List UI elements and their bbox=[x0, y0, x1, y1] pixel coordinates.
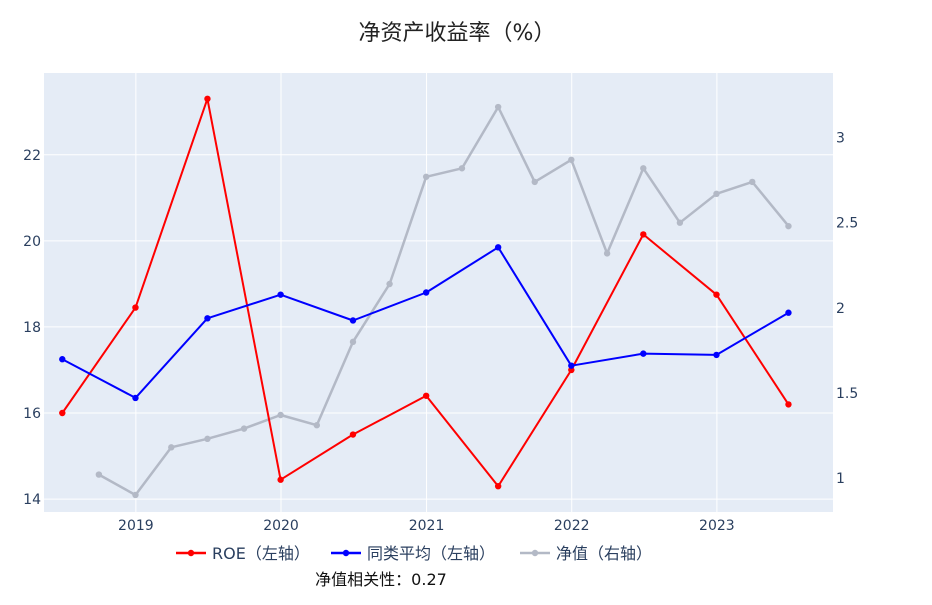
data-point bbox=[676, 219, 684, 226]
data-point bbox=[568, 362, 575, 369]
data-point bbox=[132, 394, 139, 402]
data-point bbox=[240, 425, 248, 432]
data-point bbox=[494, 244, 502, 251]
data-point bbox=[640, 165, 647, 172]
data-point bbox=[749, 178, 756, 186]
data-point bbox=[458, 165, 466, 172]
legend-item[interactable]: 同类平均（左轴） bbox=[331, 544, 495, 563]
data-point bbox=[640, 231, 647, 238]
legend-swatch-marker bbox=[342, 549, 350, 557]
data-point bbox=[204, 95, 211, 103]
data-point bbox=[168, 444, 175, 451]
y-left-tick-label: 16 bbox=[23, 406, 41, 422]
x-tick-label: 2021 bbox=[409, 518, 445, 534]
x-tick-label: 2019 bbox=[118, 518, 154, 534]
plot-background bbox=[44, 73, 833, 512]
data-point bbox=[713, 291, 720, 298]
data-point bbox=[422, 392, 430, 399]
y-right-tick-label: 2 bbox=[836, 301, 845, 317]
data-point bbox=[349, 317, 357, 324]
data-point bbox=[95, 471, 103, 478]
data-point bbox=[204, 315, 211, 322]
data-point bbox=[422, 173, 430, 180]
legend-label: 净值（右轴） bbox=[556, 544, 652, 563]
y-right-tick-label: 1 bbox=[836, 471, 845, 487]
data-point bbox=[785, 309, 792, 316]
data-point bbox=[313, 422, 321, 429]
legend-label: 同类平均（左轴） bbox=[367, 544, 495, 563]
series-layer bbox=[59, 95, 792, 499]
y-right-tick-label: 3 bbox=[836, 131, 845, 147]
y-left-tick-label: 18 bbox=[23, 320, 41, 336]
series-line bbox=[98, 105, 790, 497]
y-right-tick-label: 2.5 bbox=[836, 216, 858, 232]
data-point bbox=[713, 351, 720, 359]
data-point bbox=[713, 190, 720, 198]
data-point bbox=[640, 350, 647, 357]
legend-item[interactable]: 净值（右轴） bbox=[520, 544, 652, 563]
data-point bbox=[494, 482, 502, 490]
data-point bbox=[59, 409, 66, 417]
data-point bbox=[785, 222, 792, 230]
data-point bbox=[277, 291, 284, 298]
data-point bbox=[277, 476, 284, 483]
data-point bbox=[59, 356, 66, 363]
data-point bbox=[603, 250, 611, 257]
x-tick-label: 2023 bbox=[699, 518, 735, 534]
x-tick-label: 2020 bbox=[263, 518, 299, 534]
data-point bbox=[386, 280, 393, 288]
legend-swatch-marker bbox=[187, 549, 195, 557]
data-point bbox=[422, 289, 430, 296]
y-left-tick-label: 20 bbox=[23, 234, 41, 250]
data-point bbox=[204, 435, 211, 443]
data-point bbox=[132, 304, 139, 311]
data-point bbox=[494, 103, 502, 111]
data-point bbox=[568, 156, 575, 163]
data-point bbox=[531, 178, 538, 186]
chart-title: 净资产收益率（%） bbox=[359, 21, 556, 46]
y-right-tick-label: 1.5 bbox=[836, 386, 858, 402]
data-point bbox=[277, 411, 284, 419]
data-point bbox=[132, 491, 139, 499]
y-left-tick-label: 14 bbox=[23, 492, 41, 508]
y-left-tick-label: 22 bbox=[23, 148, 41, 164]
legend-label: ROE（左轴） bbox=[212, 544, 310, 563]
legend[interactable]: ROE（左轴） 同类平均（左轴） 净值（右轴） bbox=[176, 544, 652, 563]
legend-item[interactable]: ROE（左轴） bbox=[176, 544, 310, 563]
data-point bbox=[785, 401, 792, 408]
data-point bbox=[349, 338, 357, 346]
legend-swatch-marker bbox=[531, 549, 539, 557]
x-tick-label: 2022 bbox=[554, 518, 590, 534]
data-point bbox=[349, 431, 357, 438]
correlation-annotation: 净值相关性：0.27 bbox=[315, 570, 447, 589]
